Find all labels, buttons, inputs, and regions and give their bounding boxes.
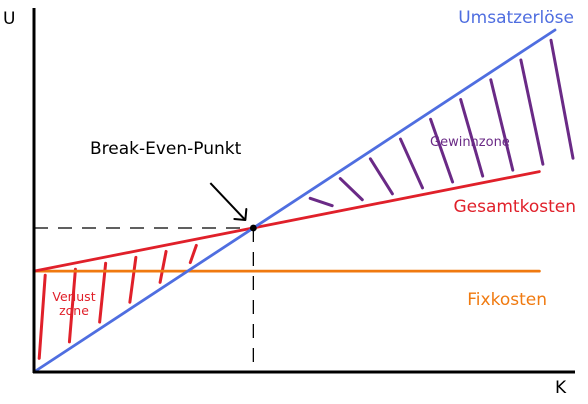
verlustzone-label: Verlust zone bbox=[52, 289, 95, 318]
verlustzone-hatch bbox=[128, 255, 138, 304]
gewinnzone-hatch bbox=[398, 137, 424, 190]
zone-hatching bbox=[37, 38, 575, 360]
gewinnzone-hatch bbox=[459, 98, 485, 178]
gesamtkosten-line bbox=[32, 170, 541, 273]
axes bbox=[32, 8, 575, 374]
break-even-guides bbox=[34, 227, 254, 372]
break-even-label: Break-Even-Punkt bbox=[90, 139, 242, 159]
break-even-marker bbox=[209, 182, 257, 232]
y-axis-label: U bbox=[3, 9, 15, 29]
verlustzone-hatch bbox=[98, 261, 108, 324]
series-lines bbox=[32, 28, 557, 374]
verlustzone-hatch bbox=[67, 267, 77, 344]
gewinnzone-hatch bbox=[338, 177, 364, 202]
verlustzone-hatch bbox=[37, 273, 47, 360]
x-axis-label: K bbox=[555, 378, 567, 398]
break-even-arrow-head bbox=[233, 208, 248, 222]
series-label-fixkosten: Fixkosten bbox=[467, 290, 547, 310]
gewinnzone-hatch bbox=[549, 38, 575, 160]
gewinnzone-hatch bbox=[429, 117, 455, 184]
break-even-arrow-shaft bbox=[209, 182, 247, 221]
chart-text: U K Umsatzerlöse Gesamtkosten Fixkosten … bbox=[3, 8, 576, 398]
break-even-dot bbox=[249, 224, 257, 232]
series-label-umsatzerloese: Umsatzerlöse bbox=[458, 8, 574, 28]
gewinnzone-hatch bbox=[489, 78, 515, 172]
umsatzerloese-line bbox=[32, 28, 557, 374]
gewinnzone-hatch bbox=[519, 58, 545, 166]
verlustzone-hatch bbox=[188, 243, 198, 265]
gewinnzone-label: Gewinnzone bbox=[430, 135, 510, 150]
gewinnzone-hatch bbox=[368, 157, 394, 196]
verlustzone-label-line2: zone bbox=[59, 303, 89, 318]
verlustzone-hatch bbox=[158, 249, 168, 284]
series-label-gesamtkosten: Gesamtkosten bbox=[453, 197, 576, 217]
verlustzone-label-line1: Verlust bbox=[52, 289, 95, 304]
gewinnzone-hatch bbox=[308, 196, 334, 208]
